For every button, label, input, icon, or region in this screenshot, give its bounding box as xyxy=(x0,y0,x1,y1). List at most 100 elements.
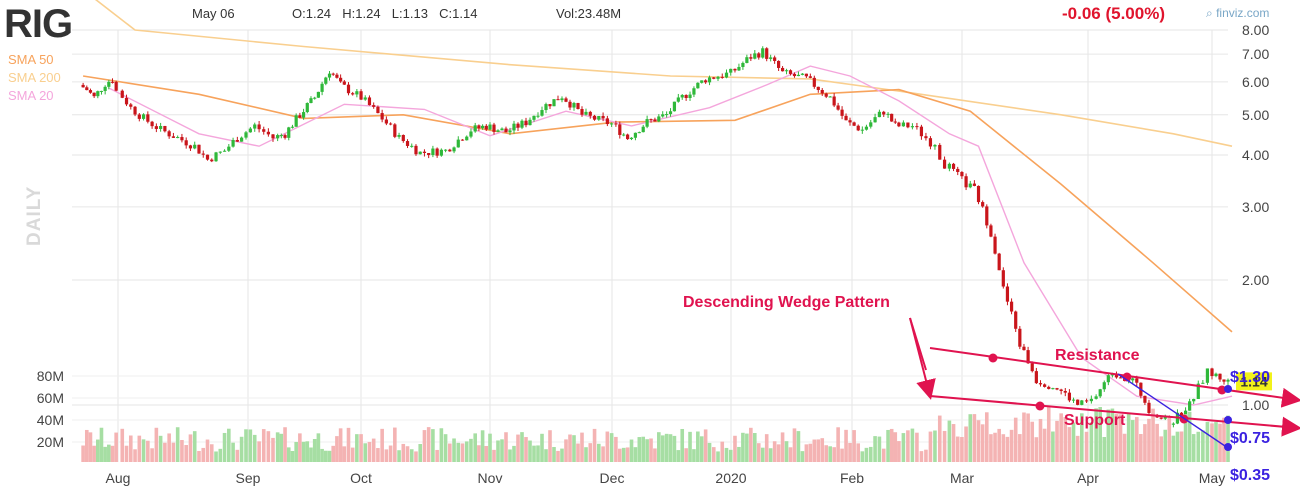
candle-body xyxy=(414,145,418,155)
candle-body xyxy=(410,145,414,147)
candle-body xyxy=(649,119,653,121)
candle-body xyxy=(1183,410,1188,417)
volume-bar xyxy=(699,436,704,462)
volume-bar xyxy=(239,436,244,462)
candle-body xyxy=(812,77,816,87)
volume-bar xyxy=(488,433,492,462)
candle-body xyxy=(418,151,422,155)
volume-bar xyxy=(618,448,622,462)
volume-bar xyxy=(363,443,368,462)
target-dot xyxy=(1224,416,1232,424)
last-price-label: 1.14 xyxy=(1240,373,1267,389)
volume-bar xyxy=(864,447,869,462)
candle-body xyxy=(707,77,712,83)
candle-body xyxy=(564,98,568,102)
brand-label: finviz.com xyxy=(1216,6,1270,20)
ticker-symbol[interactable]: RIG xyxy=(4,2,73,46)
volume-bar xyxy=(972,414,977,462)
candle-body xyxy=(1051,388,1055,390)
candle-body xyxy=(262,129,266,132)
candle-body xyxy=(629,137,634,140)
volume-bar xyxy=(980,424,985,462)
candle-body xyxy=(342,81,346,85)
candle-body xyxy=(253,124,257,129)
volume-bar xyxy=(808,443,813,462)
volume-bar xyxy=(1001,434,1006,462)
volume-bar xyxy=(1038,418,1043,462)
volume-bar xyxy=(784,441,789,462)
support-label: Support xyxy=(1064,412,1126,429)
legend-sma50: SMA 50 xyxy=(8,52,54,67)
volume-bar xyxy=(1214,422,1218,462)
volume-bar xyxy=(881,448,886,462)
candle-body xyxy=(873,117,877,123)
volume-bar xyxy=(816,439,821,462)
candle-body xyxy=(129,104,133,107)
volume-bar xyxy=(1183,413,1188,462)
candle-body xyxy=(290,126,295,128)
volume-bar xyxy=(1126,413,1131,462)
candle-body xyxy=(1205,368,1210,383)
volume-bar xyxy=(780,432,785,462)
volume-bar xyxy=(418,444,423,462)
volume-bar xyxy=(716,451,720,462)
candle-body xyxy=(832,96,836,106)
volume-bar xyxy=(749,427,753,462)
volume-bar xyxy=(629,439,634,462)
candle-body xyxy=(363,97,367,100)
volume-bar xyxy=(741,432,745,462)
volume-bar xyxy=(796,431,801,462)
volume-bar xyxy=(745,433,749,462)
volume-bar xyxy=(621,447,626,462)
volume-bar xyxy=(792,428,797,462)
volume-bar xyxy=(397,450,401,462)
volume-bar xyxy=(711,447,716,462)
candle-body xyxy=(1135,378,1139,383)
candle-body xyxy=(576,102,580,109)
volume-bar xyxy=(301,441,306,462)
volume-bar xyxy=(942,430,947,462)
volume-bar xyxy=(320,448,324,462)
candle-body xyxy=(676,97,680,102)
volume-bar xyxy=(1143,424,1147,462)
volume-bar xyxy=(645,439,649,462)
candle-body xyxy=(227,146,231,151)
volume-bar xyxy=(1151,408,1155,462)
volume-bar xyxy=(692,449,696,462)
volume-bar xyxy=(298,433,302,462)
volume-bar xyxy=(997,428,1001,462)
volume-bar xyxy=(283,427,287,462)
volume-bar xyxy=(680,428,685,462)
candle-body xyxy=(271,134,275,139)
volume-bar xyxy=(901,433,906,462)
volume-bar xyxy=(572,435,576,462)
volume-bar xyxy=(1034,437,1039,462)
volume-bar xyxy=(552,447,556,462)
candle-body xyxy=(901,122,905,127)
volume-bar xyxy=(477,445,481,462)
x-tick-label: Nov xyxy=(478,470,503,486)
candle-body xyxy=(820,89,824,94)
pattern-arrow xyxy=(909,317,927,371)
volume-bar xyxy=(641,436,646,462)
candle-body xyxy=(443,149,448,151)
volume-bar xyxy=(367,441,372,462)
candle-body xyxy=(886,113,890,115)
candle-body xyxy=(804,73,808,77)
volume-bar xyxy=(707,442,712,462)
candle-body xyxy=(1159,417,1163,419)
candle-body xyxy=(665,114,669,116)
volume-bar xyxy=(820,438,825,462)
finviz-logo[interactable]: ⌕ finviz.com xyxy=(1206,6,1269,21)
volume-bar xyxy=(92,445,96,462)
volume-bar xyxy=(500,439,504,462)
volume-bar xyxy=(720,441,725,462)
volume-bar xyxy=(1059,413,1063,462)
candle-body xyxy=(672,101,677,112)
volume-bar xyxy=(316,433,321,462)
candle-body xyxy=(167,131,171,137)
volume-bar xyxy=(484,445,489,462)
volume-bar xyxy=(1009,429,1014,462)
candle-body xyxy=(1196,383,1200,399)
candle-body xyxy=(532,115,536,120)
